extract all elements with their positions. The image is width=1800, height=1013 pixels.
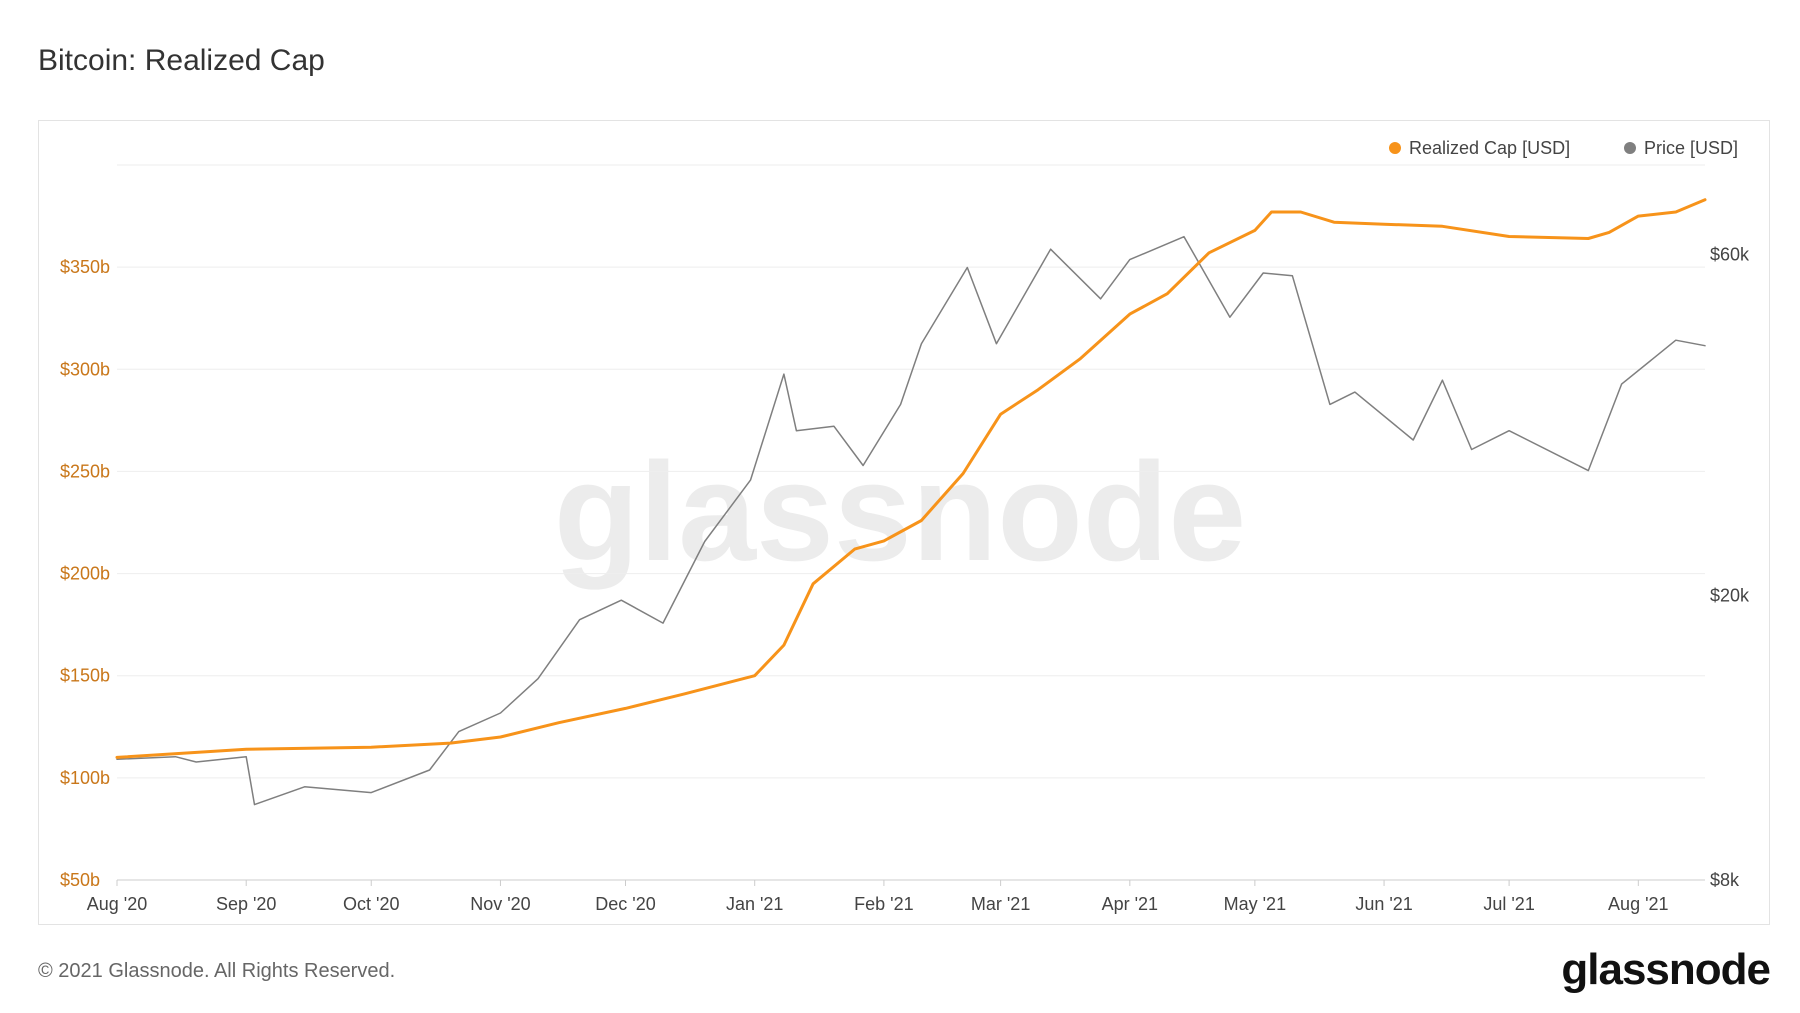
x-tick-label: Dec '20 bbox=[595, 894, 655, 914]
x-tick-label: Apr '21 bbox=[1102, 894, 1158, 914]
y-left-tick-label: $250b bbox=[60, 461, 110, 481]
x-tick-label: Oct '20 bbox=[343, 894, 399, 914]
chart-frame bbox=[38, 120, 1770, 925]
y-left-tick-label: $350b bbox=[60, 257, 110, 277]
y-left-tick-label: $300b bbox=[60, 359, 110, 379]
y-right-tick-label: $8k bbox=[1710, 870, 1740, 890]
series-layer bbox=[115, 198, 1707, 806]
x-tick-label: Nov '20 bbox=[470, 894, 530, 914]
legend-item-price[interactable]: Price [USD] bbox=[1624, 138, 1738, 158]
x-tick-label: Sep '20 bbox=[216, 894, 277, 914]
copyright-text: © 2021 Glassnode. All Rights Reserved. bbox=[38, 960, 396, 982]
legend-item-realized-cap[interactable]: Realized Cap [USD] bbox=[1389, 138, 1570, 158]
x-tick-label: Aug '20 bbox=[87, 894, 148, 914]
y-left-tick-label: $150b bbox=[60, 666, 110, 686]
legend-label: Price [USD] bbox=[1644, 138, 1738, 158]
y-left-tick-label: $50b bbox=[60, 870, 100, 890]
x-tick-label: Jul '21 bbox=[1483, 894, 1534, 914]
axes: $50b $100b $150b $200b $250b $300b $350b $8k $20… bbox=[60, 244, 1750, 914]
legend-dot-icon bbox=[1389, 142, 1401, 154]
chart-title: Bitcoin: Realized Cap bbox=[38, 44, 325, 77]
legend[interactable]: Realized Cap [USD] Price [USD] bbox=[1389, 138, 1738, 158]
y-left-tick-label: $100b bbox=[60, 768, 110, 788]
x-tick-label: Jun '21 bbox=[1355, 894, 1412, 914]
x-tick-label: Mar '21 bbox=[971, 894, 1030, 914]
x-tick-label: Aug '21 bbox=[1608, 894, 1669, 914]
x-tick-label: May '21 bbox=[1224, 894, 1286, 914]
x-tick-label: Jan '21 bbox=[726, 894, 783, 914]
x-tick-label: Feb '21 bbox=[854, 894, 913, 914]
watermark: glassnode bbox=[554, 433, 1246, 590]
price-line bbox=[116, 235, 1706, 806]
glassnode-logo: glassnode bbox=[1561, 945, 1771, 994]
realized-cap-line bbox=[115, 198, 1707, 759]
y-right-tick-label: $20k bbox=[1710, 585, 1750, 605]
legend-dot-icon bbox=[1624, 142, 1636, 154]
y-left-tick-label: $200b bbox=[60, 564, 110, 584]
y-right-tick-label: $60k bbox=[1710, 244, 1750, 264]
legend-label: Realized Cap [USD] bbox=[1409, 138, 1570, 158]
